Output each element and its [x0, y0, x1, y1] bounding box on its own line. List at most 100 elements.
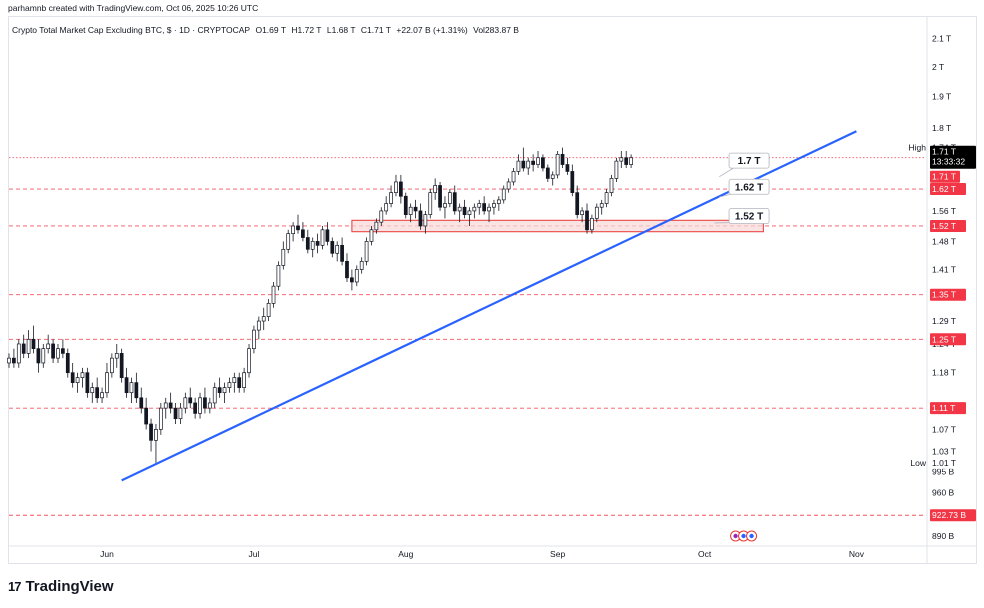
candle [41, 343, 46, 368]
candle [384, 196, 389, 215]
candle-body-down [325, 229, 330, 242]
y-tick-label: 1.41 T [932, 265, 956, 275]
candle [506, 178, 511, 193]
candle [207, 397, 212, 414]
candle [276, 261, 281, 291]
candle-body-down [438, 185, 442, 208]
candle [418, 203, 423, 230]
candle [252, 325, 256, 354]
y-tick-label: 1.07 T [932, 424, 956, 434]
candle-body-down [565, 164, 570, 172]
candle-body-up [423, 214, 428, 227]
chart-credit: parhamnb created with TradingView.com, O… [8, 3, 259, 13]
price-label-bg [930, 456, 966, 469]
candle-body-down [119, 353, 124, 378]
candle-body-up [90, 387, 95, 394]
candle [467, 207, 472, 226]
candle [403, 192, 408, 219]
candle-body-down [149, 423, 153, 441]
price-label: 1.62 T [932, 184, 956, 194]
candle [575, 185, 580, 219]
candle [531, 154, 535, 172]
candle [105, 362, 109, 398]
candle-body-up [16, 343, 21, 364]
candle-body-up [163, 402, 168, 409]
candle-body-down [624, 157, 629, 165]
candle-body-up [198, 397, 202, 414]
candle [374, 218, 379, 234]
event-badge-icon[interactable] [738, 530, 750, 542]
candle [462, 199, 467, 219]
candle-body-down [193, 402, 198, 414]
candle-body-up [26, 338, 31, 354]
candle [594, 203, 599, 223]
price-label-bg [930, 509, 976, 522]
candle-body-up [364, 241, 369, 262]
candle-body-up [443, 203, 447, 208]
candle [413, 199, 418, 219]
event-badge-icon[interactable] [730, 530, 742, 542]
candle [56, 343, 60, 363]
candle-body-up [46, 343, 51, 350]
candle [80, 367, 85, 388]
candle [310, 237, 315, 258]
candle-body-down [124, 377, 129, 394]
candle-body-down [12, 357, 16, 364]
candle [261, 307, 266, 331]
candle-body-up [242, 372, 246, 388]
candle [447, 189, 452, 208]
candle-body-down [570, 171, 575, 193]
price-label: 1.71 T [932, 172, 956, 182]
candle [36, 339, 41, 373]
candle-body-up [271, 285, 276, 304]
y-tick-label: 995 B [932, 467, 955, 477]
candle [501, 185, 506, 204]
candle-body-down [36, 348, 41, 364]
candle [21, 334, 26, 359]
candle-body-down [134, 382, 139, 399]
candle-body-up [114, 353, 119, 359]
candle-body-up [379, 210, 384, 223]
candle [408, 203, 413, 223]
tradingview-logo[interactable]: 17 TradingView [8, 578, 114, 595]
candle [183, 392, 188, 414]
candle [178, 402, 183, 425]
candle-body-up [261, 316, 266, 322]
candle-body-up [7, 357, 11, 364]
candle [399, 174, 403, 204]
candle-body-up [447, 192, 452, 204]
candle-body-down [413, 206, 418, 212]
candle [119, 348, 124, 383]
candle-body-up [100, 392, 104, 399]
event-badge-dot [733, 533, 738, 539]
candle [359, 257, 364, 274]
candle [438, 181, 442, 211]
candle-body-up [501, 188, 506, 201]
candle [247, 343, 251, 378]
candle-body-up [374, 221, 379, 231]
x-tick-label: Jun [100, 549, 114, 559]
candle-body-down [305, 237, 310, 250]
event-badge-icon[interactable] [746, 530, 758, 542]
candle [604, 189, 609, 208]
candle [271, 281, 276, 308]
candle [560, 147, 565, 168]
candle-body-up [496, 199, 501, 204]
candle-body-up [594, 206, 599, 219]
candle [315, 233, 320, 254]
candle-body-up [614, 160, 619, 179]
candle-body-up [256, 320, 261, 331]
candle [345, 253, 349, 282]
candle [428, 189, 433, 219]
candle [350, 269, 354, 291]
candle [100, 387, 104, 403]
candle [198, 392, 202, 419]
candle [335, 241, 340, 262]
x-tick-label: Jul [248, 549, 259, 559]
price-label: 922.73 B [932, 510, 966, 520]
candle [281, 241, 286, 270]
price-label-bg [930, 183, 966, 196]
candle-body-down [541, 157, 545, 169]
candle [394, 174, 398, 197]
